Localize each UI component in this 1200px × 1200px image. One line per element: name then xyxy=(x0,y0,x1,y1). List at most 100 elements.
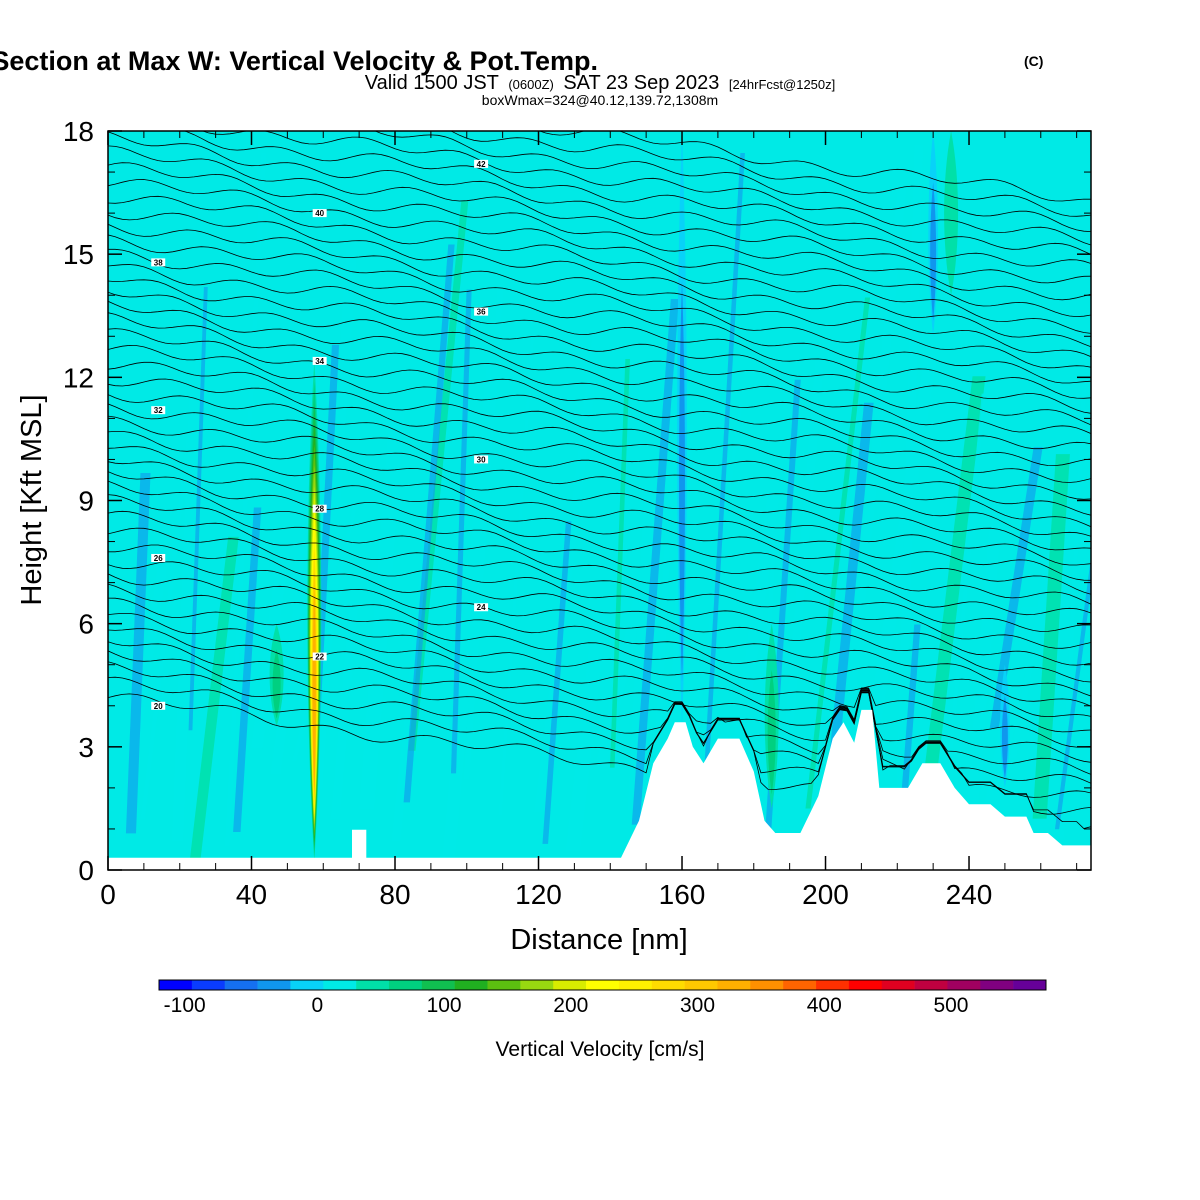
colorbar-swatch xyxy=(1013,980,1047,990)
contour-label-bg xyxy=(151,553,166,562)
theta-contour xyxy=(108,403,1091,537)
theta-contour xyxy=(108,461,1091,595)
velocity-band xyxy=(896,144,924,802)
colorbar-swatch xyxy=(191,980,226,990)
velocity-band xyxy=(533,334,602,813)
valid-utc: (0600Z) xyxy=(508,77,554,92)
velocity-band xyxy=(188,287,208,731)
colorbar-swatch xyxy=(388,980,423,990)
theta-contour xyxy=(108,661,1091,798)
colorbar-frame xyxy=(158,979,1047,991)
theta-contour xyxy=(201,131,1091,246)
velocity-band xyxy=(826,402,874,784)
colorbar-swatch xyxy=(980,980,1014,990)
y-tick-label: 18 xyxy=(63,116,94,147)
velocity-band xyxy=(565,611,608,851)
theta-contour xyxy=(108,378,1091,516)
x-tick-label: 160 xyxy=(659,879,706,910)
theta-contour xyxy=(183,131,1091,255)
contour-label-bg xyxy=(151,701,166,710)
theta-contour xyxy=(108,480,1091,616)
velocity-band xyxy=(403,244,455,803)
contour-label-bg xyxy=(151,258,166,267)
theta-contour xyxy=(108,544,1091,683)
contour-label: 28 xyxy=(312,504,327,514)
colorbar-swatch xyxy=(356,980,390,990)
contour-label-text: 38 xyxy=(154,258,163,267)
velocity-band xyxy=(270,547,312,775)
theta-contour xyxy=(108,248,1091,384)
colorbar-swatch xyxy=(586,980,620,990)
velocity-streak xyxy=(679,279,685,682)
theta-contour xyxy=(108,692,1091,829)
x-tick-label: 0 xyxy=(100,879,116,910)
contour-label: 36 xyxy=(474,307,489,317)
velocity-streak xyxy=(272,649,281,719)
y-tick-label: 15 xyxy=(63,239,94,270)
contour-label-bg xyxy=(151,406,166,415)
colorbar-swatch xyxy=(684,980,718,990)
x-ticks: 0 40 80 120 160 200 240 xyxy=(100,131,1078,910)
velocity-band xyxy=(863,355,938,749)
field-background xyxy=(108,131,1091,870)
theta-contour xyxy=(108,394,1091,528)
velocity-band xyxy=(1059,384,1087,840)
contour-label-text: 32 xyxy=(154,406,163,415)
colorbar-swatch xyxy=(421,980,455,990)
theta-contour xyxy=(108,234,1091,369)
y-axis-label: Height [Kft MSL] xyxy=(16,394,48,605)
x-tick-label: 200 xyxy=(802,879,849,910)
y-tick-label: 9 xyxy=(78,486,94,517)
colorbar-tick-label: 300 xyxy=(680,994,715,1017)
contour-label: 20 xyxy=(151,701,166,711)
chart-title: Wind-Parallel Section at Max W: Vertical… xyxy=(0,46,598,76)
contour-label: 32 xyxy=(151,406,166,415)
y-tick-label: 6 xyxy=(78,609,94,640)
colorbar-tick-label: 400 xyxy=(807,994,842,1017)
colorbar-swatch xyxy=(750,980,784,990)
y-tick-label: 3 xyxy=(78,732,94,763)
velocity-band xyxy=(224,152,267,847)
theta-contour xyxy=(108,344,1091,483)
velocity-band xyxy=(1084,702,1091,779)
theta-contour xyxy=(108,312,1091,450)
colorbar-swatch xyxy=(947,980,981,990)
colorbar-swatch xyxy=(717,980,751,990)
theta-contour xyxy=(108,145,1091,284)
colorbar-swatch xyxy=(487,980,521,990)
theta-contour xyxy=(108,291,1091,426)
contour-label: 30 xyxy=(474,455,489,464)
theta-contour xyxy=(538,131,1091,202)
contour-label-text: 30 xyxy=(477,455,486,464)
theta-contour xyxy=(108,561,1091,697)
colorbar-swatch xyxy=(914,980,948,990)
colorbar-tick-label: 500 xyxy=(933,994,968,1017)
velocity-band xyxy=(498,335,535,816)
theta-contour xyxy=(108,676,1091,815)
theta-contour xyxy=(108,628,1091,763)
theta-contour xyxy=(108,510,1091,649)
theta-contour xyxy=(108,613,1091,748)
theta-contour xyxy=(108,527,1091,666)
valid-time: Valid 1500 JST (0600Z) SAT 23 Sep 2023 [… xyxy=(365,72,836,94)
theta-contour xyxy=(108,583,1091,718)
x-tick-label: 80 xyxy=(379,879,410,910)
velocity-band xyxy=(189,536,239,864)
velocity-band xyxy=(233,507,262,832)
contour-label: 24 xyxy=(474,603,489,612)
plot-area: 20 22 24 26 28 30 32 34 36 38 40 42 xyxy=(108,131,1091,870)
colorbar-swatch xyxy=(783,980,817,990)
velocity-band xyxy=(900,624,921,808)
contour-label-bg xyxy=(474,307,489,316)
colorbar-tick-label: 200 xyxy=(553,994,588,1017)
contour-label: 26 xyxy=(151,553,166,563)
velocity-band xyxy=(125,473,151,834)
velocity-streaks xyxy=(269,131,1010,862)
theta-contour xyxy=(108,195,1091,334)
valid-date: SAT 23 Sep 2023 xyxy=(563,72,719,94)
contour-label-bg xyxy=(312,652,327,661)
colorbar-swatch xyxy=(881,980,915,990)
velocity-band xyxy=(989,447,1043,729)
contour-label: 42 xyxy=(474,159,489,169)
